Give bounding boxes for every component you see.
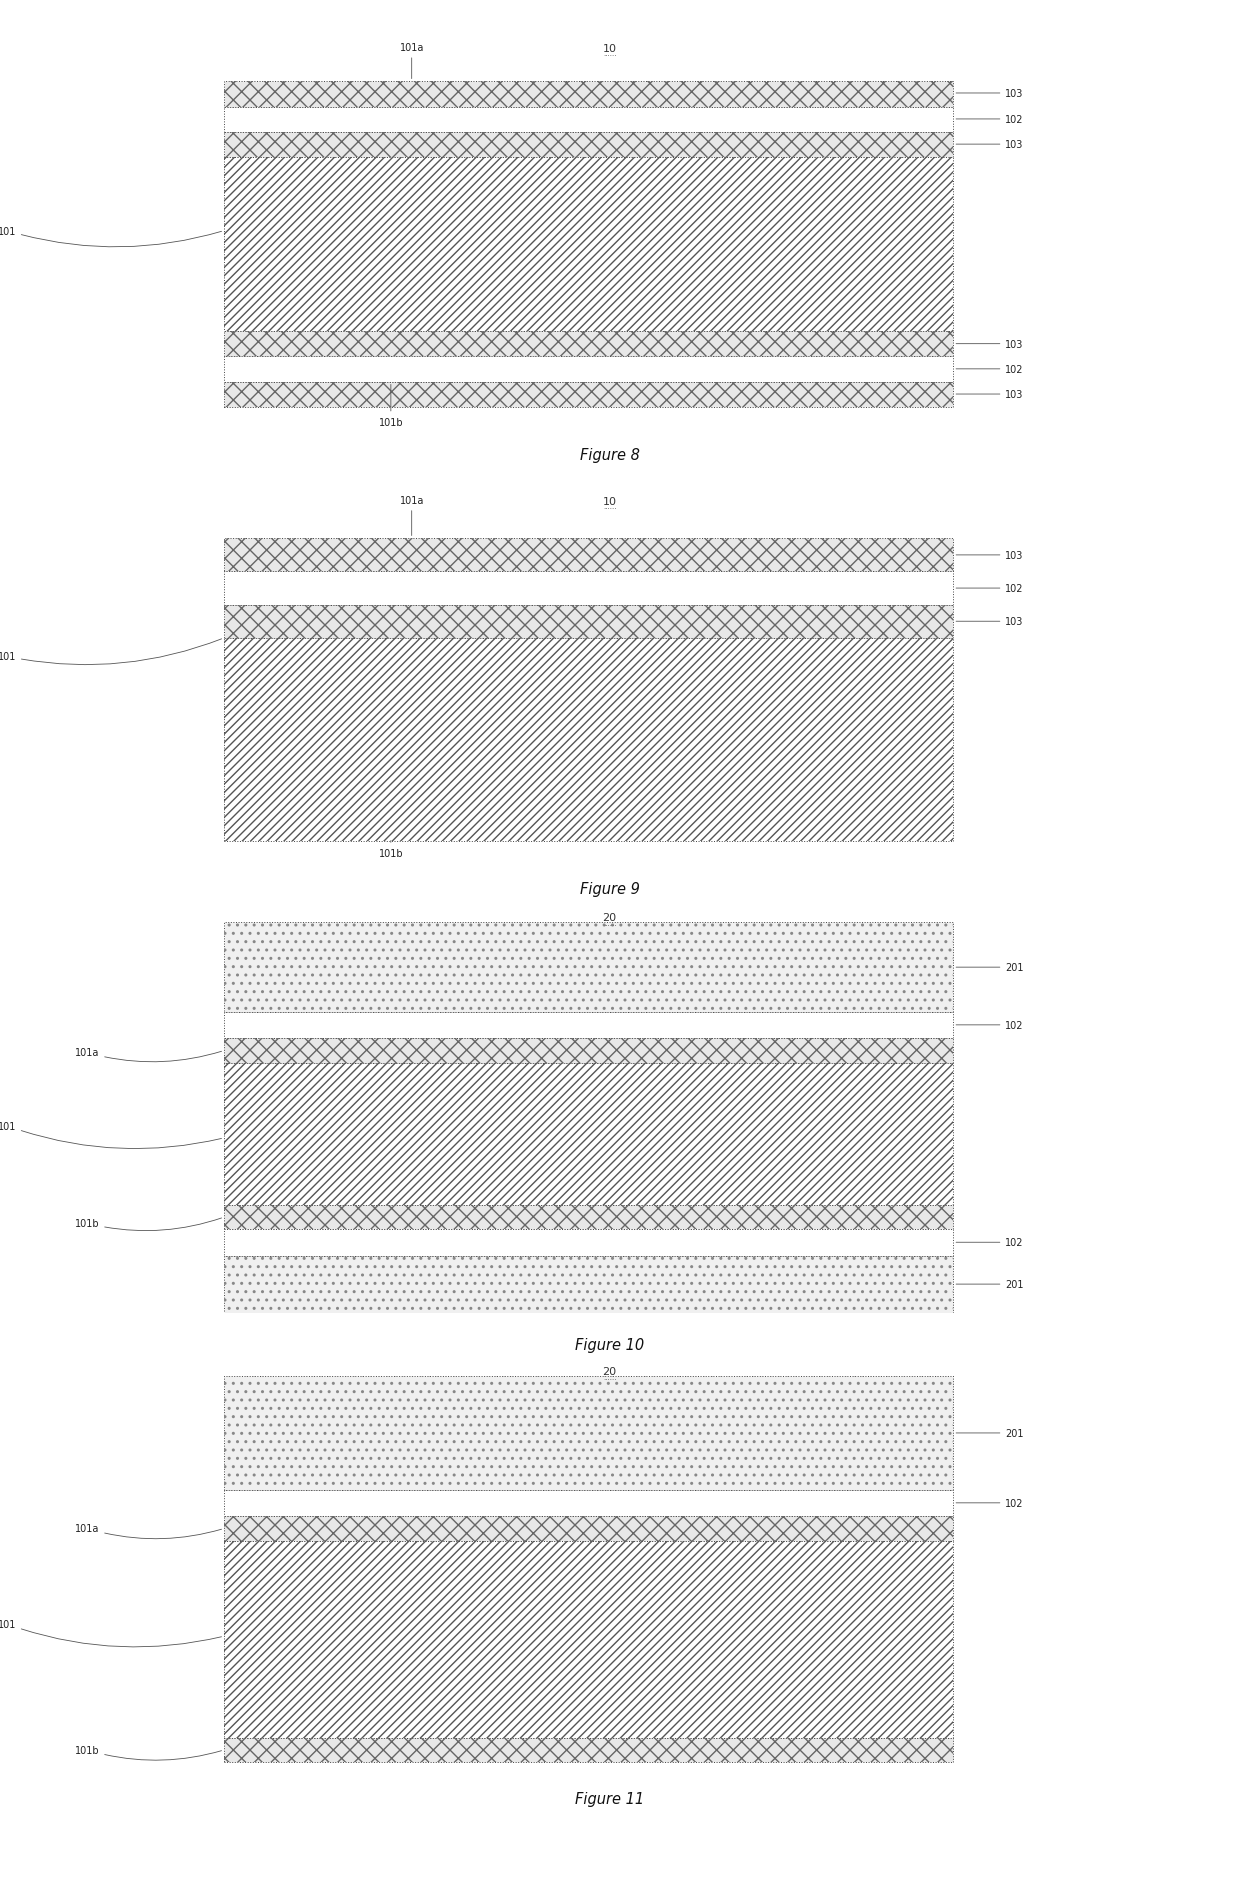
- Bar: [224, 1541, 954, 1738]
- Text: ......: ......: [603, 504, 616, 510]
- Bar: [224, 332, 954, 357]
- Bar: [224, 1517, 954, 1541]
- Bar: [224, 132, 954, 159]
- Text: 103: 103: [956, 340, 1024, 349]
- Bar: [224, 538, 954, 572]
- Text: Figure 9: Figure 9: [579, 882, 640, 897]
- Text: 101b: 101b: [74, 1218, 222, 1232]
- Text: 10: 10: [603, 43, 616, 53]
- Text: 101a: 101a: [74, 1524, 222, 1540]
- Text: 103: 103: [956, 89, 1024, 98]
- Bar: [224, 604, 954, 638]
- Text: Figure 10: Figure 10: [575, 1337, 644, 1353]
- Text: 101: 101: [0, 1120, 222, 1149]
- Bar: [224, 1039, 954, 1064]
- Bar: [224, 1205, 954, 1230]
- Text: 101: 101: [0, 640, 222, 665]
- Text: 20: 20: [603, 1366, 616, 1377]
- Bar: [224, 1377, 954, 1490]
- Bar: [224, 382, 954, 408]
- Text: 101a: 101a: [399, 497, 424, 536]
- Text: Figure 11: Figure 11: [575, 1791, 644, 1806]
- Bar: [224, 1517, 954, 1541]
- Bar: [224, 1230, 954, 1256]
- Text: 20: 20: [603, 912, 616, 924]
- Bar: [224, 924, 954, 1013]
- Text: 201: 201: [956, 1279, 1024, 1290]
- Text: Figure 8: Figure 8: [579, 448, 640, 463]
- Bar: [224, 1738, 954, 1762]
- Bar: [224, 1013, 954, 1039]
- Text: 102: 102: [956, 1237, 1024, 1247]
- Bar: [224, 1256, 954, 1313]
- Bar: [224, 924, 954, 1013]
- Bar: [224, 83, 954, 108]
- Bar: [224, 108, 954, 132]
- Bar: [224, 638, 954, 841]
- Bar: [224, 332, 954, 357]
- Text: 101b: 101b: [378, 841, 403, 858]
- Text: 101b: 101b: [74, 1745, 222, 1761]
- Text: ......: ......: [603, 922, 616, 927]
- Text: 101a: 101a: [399, 43, 424, 79]
- Text: ......: ......: [603, 51, 616, 57]
- Text: 103: 103: [956, 389, 1024, 400]
- Bar: [224, 159, 954, 332]
- Text: 103: 103: [956, 618, 1024, 627]
- Text: 10: 10: [603, 497, 616, 506]
- Text: 103: 103: [956, 550, 1024, 561]
- Bar: [224, 572, 954, 604]
- Text: 102: 102: [956, 584, 1024, 593]
- Bar: [224, 538, 954, 572]
- Text: 102: 102: [956, 115, 1024, 125]
- Bar: [224, 159, 954, 332]
- Bar: [224, 604, 954, 638]
- Bar: [224, 1039, 954, 1064]
- Bar: [224, 1738, 954, 1762]
- Bar: [224, 1064, 954, 1205]
- Bar: [224, 1064, 954, 1205]
- Bar: [224, 132, 954, 159]
- Text: 102: 102: [956, 365, 1024, 374]
- Text: 101: 101: [0, 1619, 222, 1647]
- Bar: [224, 357, 954, 382]
- Bar: [224, 1490, 954, 1517]
- Text: 101a: 101a: [74, 1048, 222, 1062]
- Bar: [224, 83, 954, 108]
- Bar: [224, 1377, 954, 1490]
- Text: ......: ......: [603, 1375, 616, 1381]
- Bar: [224, 1541, 954, 1738]
- Text: 103: 103: [956, 140, 1024, 149]
- Bar: [224, 638, 954, 841]
- Text: 102: 102: [956, 1020, 1024, 1030]
- Text: 101: 101: [0, 227, 222, 247]
- Bar: [224, 1205, 954, 1230]
- Text: 201: 201: [956, 963, 1024, 973]
- Text: 102: 102: [956, 1498, 1024, 1507]
- Text: 101b: 101b: [378, 385, 403, 427]
- Bar: [224, 382, 954, 408]
- Bar: [224, 1256, 954, 1313]
- Text: 201: 201: [956, 1428, 1024, 1438]
